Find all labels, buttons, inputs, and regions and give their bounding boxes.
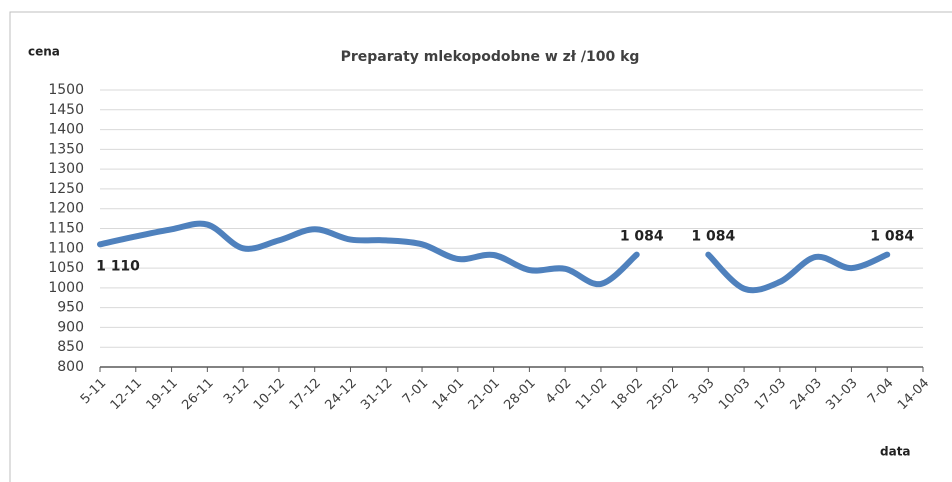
x-tick-label: 4-02 [543, 376, 574, 407]
x-tick-label: 11-02 [573, 376, 610, 413]
y-tick-label: 1500 [48, 82, 84, 98]
x-tick-label: 31-12 [358, 376, 395, 413]
y-tick-label: 1450 [48, 102, 84, 118]
x-tick-label: 18-02 [609, 376, 646, 413]
x-tick-label: 17-03 [752, 376, 789, 413]
x-tick-label: 17-12 [287, 376, 324, 413]
y-tick-label: 900 [57, 319, 84, 335]
series-line [97, 220, 891, 294]
y-tick-label: 1350 [48, 141, 84, 157]
x-tick-label: 3-12 [221, 376, 252, 407]
y-tick-label: 1250 [48, 181, 84, 197]
y-tick-label: 1400 [48, 122, 84, 138]
y-tick-label: 850 [57, 339, 84, 355]
chart-title: Preparaty mlekopodobne w zł /100 kg [341, 49, 640, 65]
frame [9, 11, 952, 482]
x-tick-label: 24-12 [322, 376, 359, 413]
x-tick-label: 21-01 [466, 376, 503, 413]
x-tick-label: 19-11 [144, 376, 181, 413]
x-tick-label: 7-01 [400, 376, 431, 407]
y-tick-label: 950 [57, 300, 84, 316]
y-tick-label: 1100 [48, 240, 84, 256]
x-tick-label: 28-01 [501, 376, 538, 413]
data-label: 1 084 [870, 229, 914, 245]
x-tick-label: 10-03 [716, 376, 753, 413]
y-tick-label: 1200 [48, 201, 84, 217]
x-tick-label: 31-03 [823, 376, 860, 413]
y-tick-label: 1000 [48, 280, 84, 296]
data-label: 1 084 [620, 229, 664, 245]
x-tick-label: 24-03 [788, 376, 825, 413]
x-tick-label: 25-02 [645, 376, 682, 413]
x-tick-label: 10-12 [251, 376, 288, 413]
x-tick-label: 7-04 [865, 376, 896, 407]
x-tick-label: 12-11 [108, 376, 145, 413]
x-tick-label: 5-11 [78, 376, 109, 407]
data-label: 1 084 [691, 229, 735, 245]
y-tick-label: 1050 [48, 260, 84, 276]
x-axis-label: data [880, 445, 911, 459]
x-tick-label: 26-11 [179, 376, 216, 413]
y-axis-label: cena [28, 45, 60, 59]
y-tick-label: 800 [57, 359, 84, 375]
x-tick-label: 14-04 [895, 376, 932, 413]
data-label: 1 110 [96, 258, 140, 274]
x-tick-label: 3-03 [686, 376, 717, 407]
x-tick-label: 14-01 [430, 376, 467, 413]
y-tick-label: 1150 [48, 221, 84, 237]
y-tick-label: 1300 [48, 161, 84, 177]
